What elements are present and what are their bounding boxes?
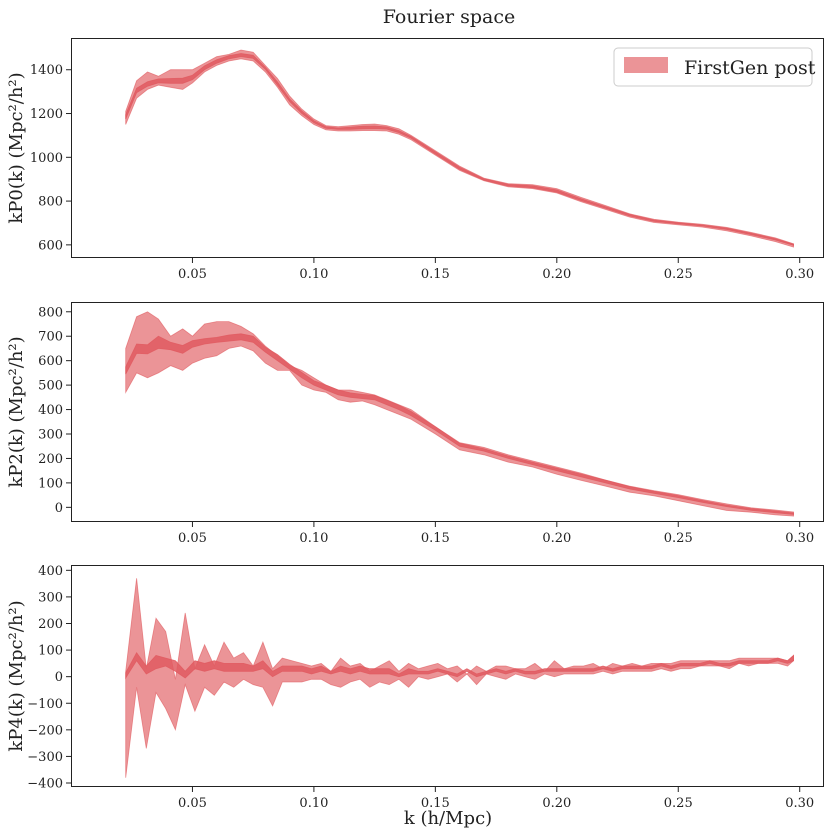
y-tick-label: 700	[38, 330, 63, 345]
x-tick-label: 0.15	[421, 267, 450, 282]
x-tick-label: 0.30	[785, 267, 814, 282]
x-tick-label: 0.15	[421, 796, 450, 811]
y-tick-label: 1000	[30, 151, 63, 166]
y-tick-label: 400	[38, 403, 63, 418]
y-tick-label: 500	[38, 379, 63, 394]
y-axis-label-p0: kP0(k) (Mpc²/h²)	[6, 72, 27, 223]
legend-swatch	[624, 57, 668, 73]
y-tick-label: 100	[38, 476, 63, 491]
panel-p0: 0.05 0.10 0.15 0.20 0.25 0.30 600 800 1000 1200 14…	[6, 38, 824, 282]
x-axis-label: k (h/Mpc)	[404, 808, 492, 829]
y-tick-label: 600	[38, 354, 63, 369]
panel-p2: 0.05 0.10 0.15 0.20 0.25 0.30 0 100 200 300 400 500…	[6, 302, 824, 546]
x-tick-label: 0.10	[299, 531, 328, 546]
x-tick-label: 0.10	[299, 796, 328, 811]
band-68-p4	[125, 578, 794, 778]
x-tick-label: 0.20	[542, 267, 571, 282]
legend: FirstGen post	[613, 47, 816, 87]
y-axis-label-p4: kP4(k) (Mpc²/h²)	[6, 600, 27, 751]
y-tick-label: −200	[27, 723, 63, 738]
y-tick-label: −100	[27, 697, 63, 712]
y-tick-label: 800	[38, 305, 63, 320]
x-tick-label: 0.20	[542, 796, 571, 811]
x-tick-label: 0.25	[664, 531, 693, 546]
x-tick-label: 0.25	[664, 796, 693, 811]
band-core-p4	[125, 651, 794, 680]
x-tick-label: 0.05	[178, 796, 207, 811]
panel-p4: 0.05 0.10 0.15 0.20 0.25 0.30 −400 −300 −200 −100…	[6, 564, 824, 811]
x-tick-label: 0.10	[299, 267, 328, 282]
x-tick-label: 0.25	[664, 267, 693, 282]
y-tick-label: 1400	[30, 63, 63, 78]
y-tick-label: 600	[38, 238, 63, 253]
y-tick-label: 300	[38, 428, 63, 443]
x-tick-label: 0.05	[178, 267, 207, 282]
y-tick-label: 0	[55, 670, 63, 685]
x-tick-label: 0.30	[785, 796, 814, 811]
y-tick-label: 800	[38, 195, 63, 210]
axes-frame	[71, 38, 824, 258]
y-tick-label: 1200	[30, 107, 63, 122]
band-core-p2	[125, 333, 794, 515]
band-68-p0	[125, 49, 794, 248]
y-tick-label: 0	[55, 501, 63, 516]
y-tick-label: 200	[38, 452, 63, 467]
y-tick-label: −300	[27, 750, 63, 765]
band-core-p0	[125, 53, 794, 246]
plot-area	[125, 49, 794, 248]
x-tick-label: 0.20	[542, 531, 571, 546]
axes-frame	[71, 565, 824, 787]
x-tick-label: 0.30	[785, 531, 814, 546]
plot-area	[125, 578, 794, 778]
y-tick-label: −400	[27, 777, 63, 792]
plot-area	[125, 311, 794, 517]
y-tick-label: 100	[38, 644, 63, 659]
y-tick-label: 400	[38, 564, 63, 579]
y-axis-label-p2: kP2(k) (Mpc²/h²)	[6, 336, 27, 487]
y-tick-label: 200	[38, 617, 63, 632]
axes-frame	[71, 302, 824, 522]
band-68-p2	[125, 311, 794, 517]
figure-title: Fourier space	[383, 6, 515, 28]
x-tick-label: 0.05	[178, 531, 207, 546]
x-tick-label: 0.15	[421, 531, 450, 546]
legend-label: FirstGen post	[684, 57, 816, 79]
y-tick-label: 300	[38, 590, 63, 605]
